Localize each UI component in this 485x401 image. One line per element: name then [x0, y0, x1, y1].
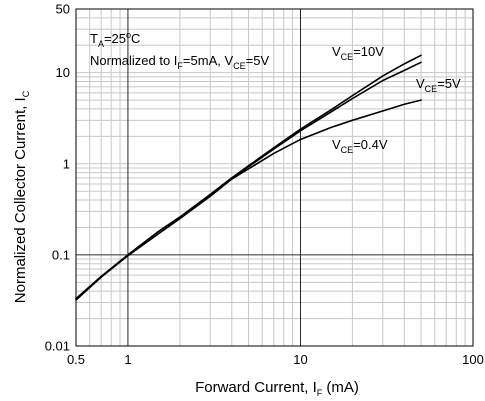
- series-label-vce-0.4v: VCE=0.4V: [332, 137, 388, 155]
- minor-gridlines: [76, 9, 473, 346]
- y-axis-title: Normalized Collector Current, IC: [12, 90, 31, 303]
- x-tick-label: 10: [293, 352, 307, 367]
- series-label-vce-10v: VCE=10V: [332, 44, 384, 62]
- x-tick-labels: 0.5 1 10 100: [67, 352, 484, 367]
- y-tick-label: 1: [63, 156, 70, 171]
- y-tick-label: 50: [56, 2, 70, 17]
- temperature-note: TA=25oC: [90, 30, 140, 49]
- series-label-vce-5v: VCE=5V: [416, 76, 461, 94]
- series-line-5v: [75, 61, 422, 300]
- x-tick-label: 0.5: [67, 352, 85, 367]
- x-tick-label: 100: [462, 352, 484, 367]
- x-axis-title: Forward Current, IF (mA): [195, 379, 359, 398]
- normalization-note: Normalized to IF=5mA, VCE=5V: [90, 53, 269, 71]
- series-line-0.4v: [75, 99, 422, 301]
- y-tick-label: 10: [56, 65, 70, 80]
- y-tick-label: 0.1: [52, 247, 70, 262]
- plot-frame: [75, 8, 474, 347]
- y-tick-labels: 0.01 0.1 1 10 50: [45, 2, 70, 354]
- y-tick-label: 0.01: [45, 339, 70, 354]
- x-tick-label: 1: [124, 352, 131, 367]
- series-layer: [75, 54, 422, 301]
- major-gridlines: [76, 9, 473, 346]
